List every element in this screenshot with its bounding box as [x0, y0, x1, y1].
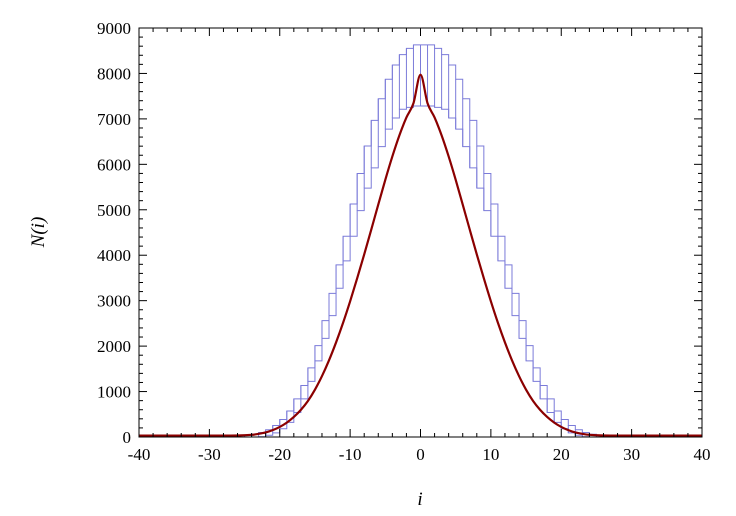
x-tick-label: 0 [416, 445, 425, 464]
x-tick-label: -20 [268, 445, 291, 464]
x-axis-label: i [417, 489, 422, 510]
x-tick-label: -10 [339, 445, 362, 464]
x-tick-label: 10 [482, 445, 499, 464]
x-tick-label: 40 [694, 445, 711, 464]
x-tick-label: 20 [553, 445, 570, 464]
ticks-layer: -40 -30 -20 -10 0 10 20 30 40 0 1000 2000 3000 4000 50… [97, 19, 711, 464]
histogram-band [138, 44, 703, 438]
y-tick-label: 4000 [97, 246, 131, 265]
y-tick-label: 2000 [97, 337, 131, 356]
y-tick-label: 0 [123, 428, 132, 447]
y-tick-label: 7000 [97, 110, 131, 129]
y-tick-label: 3000 [97, 292, 131, 311]
y-tick-label: 9000 [97, 19, 131, 38]
y-tick-label: 8000 [97, 64, 131, 83]
fit-curve-line [139, 73, 702, 437]
y-tick-label: 6000 [97, 155, 131, 174]
x-tick-label: -40 [128, 445, 151, 464]
y-axis-label: N(i) [28, 217, 49, 249]
histogram-lower-bound [139, 105, 702, 438]
y-tick-label: 5000 [97, 201, 131, 220]
x-tick-label: -30 [198, 445, 221, 464]
x-tick-label: 30 [623, 445, 640, 464]
y-tick-label: 1000 [97, 383, 131, 402]
series-layer [138, 44, 703, 438]
